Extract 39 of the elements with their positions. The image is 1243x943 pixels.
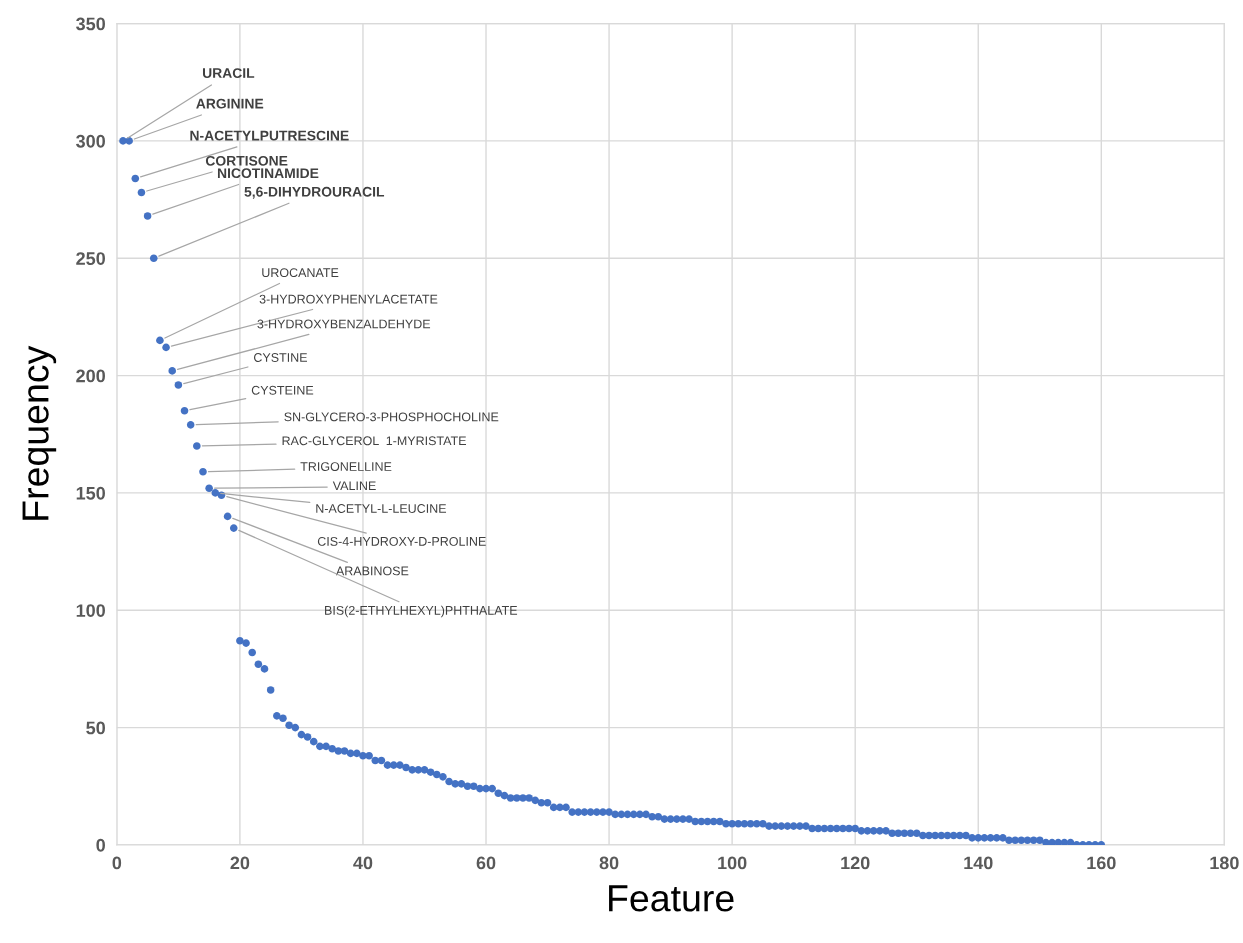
annotation: N-ACETYL-L-LEUCINE: [316, 504, 447, 513]
y-tick-label: 300: [76, 134, 105, 148]
annotation: CIS-4-HYDROXY-D-PROLINE: [317, 536, 486, 546]
x-tick-label: 100: [718, 856, 747, 870]
annotation: CYSTINE: [254, 353, 308, 362]
x-tick-label: 120: [841, 856, 870, 870]
x-tick-label: 80: [599, 856, 619, 870]
annotation: TRIGONELLINE: [300, 462, 392, 471]
annotation: CYSTEINE: [251, 385, 314, 395]
x-tick-label: 40: [353, 856, 373, 870]
y-tick-label: 50: [86, 721, 105, 735]
annotation: SN-GLYCERO-3-PHOSPHOCHOLINE: [284, 412, 499, 422]
x-tick-label: 0: [112, 856, 122, 870]
y-tick-label: 350: [76, 17, 105, 31]
annotation: UROCANATE: [262, 268, 339, 278]
x-tick-label: 180: [1210, 856, 1239, 870]
y-tick-label: 0: [96, 838, 105, 852]
y-tick-label: 200: [76, 369, 105, 383]
x-tick-label: 60: [476, 856, 496, 870]
annotation: URACIL: [202, 68, 255, 78]
annotation: BIS(2-ETHYLHEXYL)PHTHALATE: [325, 605, 518, 618]
annotation: RAC-GLYCEROL 1-MYRISTATE: [282, 436, 467, 446]
y-axis-title: Frequency: [22, 345, 57, 520]
annotation: ARGININE: [196, 98, 264, 109]
y-tick-label: 250: [76, 252, 105, 265]
annotation: VALINE: [332, 481, 376, 491]
x-tick-label: 20: [230, 856, 250, 870]
annotation: 5,6-DIHYDROURACIL: [244, 186, 385, 199]
y-tick-label: 100: [76, 604, 105, 617]
annotation: CORTISONE: [205, 155, 288, 166]
annotation: 3-HYDROXYPHENYLACETATE: [259, 294, 438, 304]
annotation: 3-HYDROXYBENZALDEHYDE: [257, 319, 431, 329]
x-tick-label: 140: [964, 856, 993, 870]
x-axis-title: Feature: [609, 885, 734, 912]
y-tick-label: 150: [76, 486, 105, 500]
annotation: N-ACETYLPUTRESCINE: [190, 130, 349, 141]
annotation: NICOTINAMIDE: [217, 168, 319, 179]
x-tick-label: 160: [1087, 856, 1116, 870]
annotation: ARABINOSE: [335, 566, 409, 576]
